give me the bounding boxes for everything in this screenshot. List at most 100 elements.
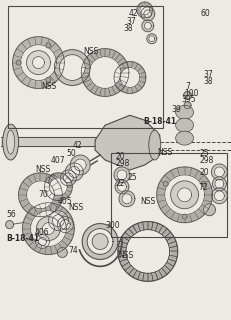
Polygon shape [18,173,62,217]
Polygon shape [213,167,223,177]
Text: 42: 42 [128,9,138,18]
Polygon shape [60,170,76,186]
Polygon shape [60,220,70,229]
Polygon shape [38,237,46,245]
Polygon shape [125,229,169,273]
Polygon shape [177,188,191,202]
Text: NSS: NSS [140,197,155,206]
Polygon shape [52,215,64,227]
Ellipse shape [7,130,15,154]
Polygon shape [116,170,126,180]
Polygon shape [65,163,83,181]
Polygon shape [117,182,126,191]
Polygon shape [119,68,139,87]
Polygon shape [92,234,108,250]
Polygon shape [81,49,128,96]
Polygon shape [139,5,149,15]
Text: 38: 38 [122,24,132,33]
Polygon shape [210,188,226,204]
Polygon shape [164,175,204,215]
Polygon shape [122,194,131,204]
Polygon shape [32,57,44,68]
Polygon shape [212,177,225,191]
Polygon shape [74,159,86,171]
Text: NSS: NSS [68,203,83,212]
Polygon shape [200,181,205,186]
Text: 25: 25 [127,173,136,182]
Text: 25: 25 [199,149,208,158]
Text: NSS: NSS [35,165,50,174]
Text: 405: 405 [58,197,72,206]
Polygon shape [87,228,112,254]
Text: 298: 298 [116,159,130,168]
Polygon shape [115,180,128,194]
Text: 70: 70 [39,190,48,199]
Text: B-18-41: B-18-41 [6,234,40,244]
Polygon shape [48,211,68,231]
Polygon shape [144,22,151,29]
Polygon shape [141,20,153,32]
Polygon shape [82,224,118,260]
Polygon shape [181,214,186,219]
Text: 56: 56 [6,210,16,219]
Text: B-18-41: B-18-41 [143,117,176,126]
Polygon shape [57,247,67,257]
Polygon shape [63,173,73,183]
Polygon shape [46,77,51,82]
Polygon shape [16,60,21,65]
Polygon shape [70,155,90,175]
Polygon shape [35,235,49,248]
Polygon shape [30,211,66,246]
Ellipse shape [3,124,18,160]
Polygon shape [125,229,169,273]
Text: NSS: NSS [118,251,133,260]
Polygon shape [210,164,226,180]
Ellipse shape [48,175,58,195]
Polygon shape [156,167,212,223]
Polygon shape [113,167,129,183]
Polygon shape [143,10,151,18]
Polygon shape [119,191,134,207]
Polygon shape [89,57,120,88]
Text: 20: 20 [116,152,125,161]
Polygon shape [146,34,156,44]
Polygon shape [44,173,72,201]
Text: 20: 20 [199,168,208,177]
Text: 37: 37 [203,70,213,79]
Polygon shape [6,220,14,228]
Polygon shape [26,181,54,209]
Text: NSS: NSS [41,82,56,91]
Ellipse shape [175,105,193,119]
Ellipse shape [175,131,193,145]
Polygon shape [213,191,223,201]
Polygon shape [183,102,190,109]
Polygon shape [214,180,223,188]
Text: 60: 60 [199,9,209,18]
Text: 407: 407 [50,156,65,165]
Text: NSS: NSS [83,47,99,56]
Text: 38: 38 [203,76,212,86]
Text: 22: 22 [116,179,125,188]
Polygon shape [59,55,85,80]
Text: 42: 42 [72,141,82,150]
Polygon shape [183,92,191,100]
Ellipse shape [175,118,193,132]
Polygon shape [136,2,152,18]
Polygon shape [118,222,177,281]
Text: 7: 7 [184,82,189,91]
Polygon shape [42,223,54,235]
Polygon shape [113,61,145,93]
Ellipse shape [148,130,160,160]
Polygon shape [203,204,214,216]
Text: 406: 406 [34,228,49,237]
Text: 298: 298 [199,156,213,165]
Polygon shape [54,50,90,85]
Text: 39: 39 [171,105,180,114]
Polygon shape [49,178,67,196]
Polygon shape [118,222,177,281]
Polygon shape [12,37,64,88]
Text: 72: 72 [197,182,207,192]
Polygon shape [148,36,154,42]
Polygon shape [162,181,167,186]
Polygon shape [36,217,60,241]
